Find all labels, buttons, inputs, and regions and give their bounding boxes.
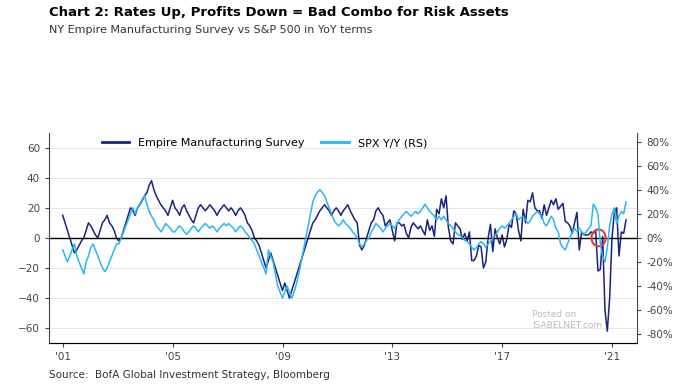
Text: Source:  BofA Global Investment Strategy, Bloomberg: Source: BofA Global Investment Strategy,… [49, 370, 330, 380]
Legend: Empire Manufacturing Survey, SPX Y/Y (RS): Empire Manufacturing Survey, SPX Y/Y (RS… [102, 138, 428, 148]
Text: Posted on
ISABELNET.com: Posted on ISABELNET.com [532, 310, 602, 330]
Text: Chart 2: Rates Up, Profits Down = Bad Combo for Risk Assets: Chart 2: Rates Up, Profits Down = Bad Co… [49, 6, 509, 19]
Text: NY Empire Manufacturing Survey vs S&P 500 in YoY terms: NY Empire Manufacturing Survey vs S&P 50… [49, 25, 372, 35]
